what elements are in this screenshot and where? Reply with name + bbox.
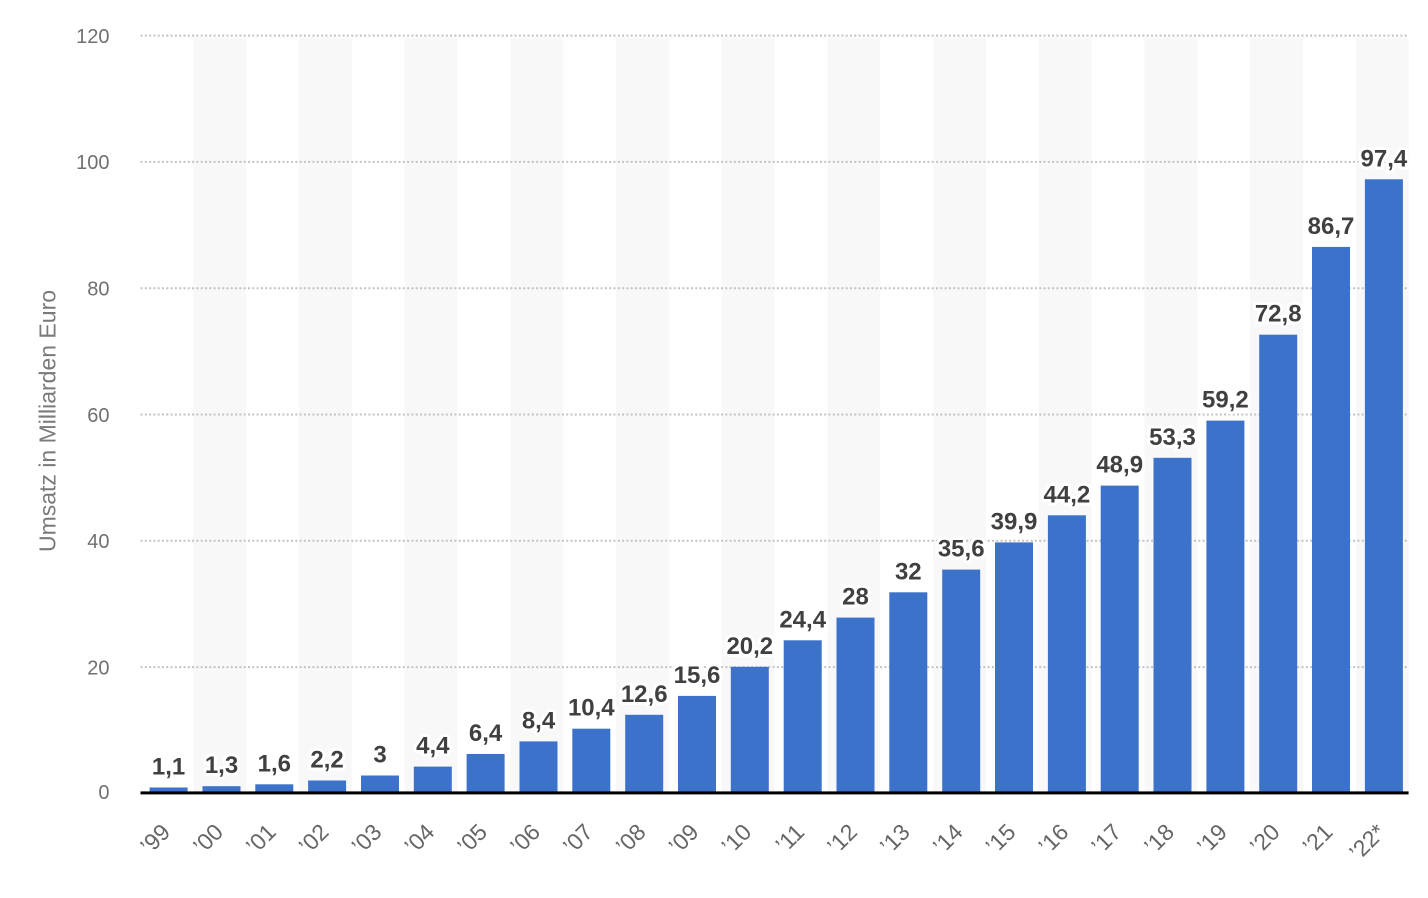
svg-text:20: 20: [87, 657, 109, 679]
svg-text:59,2: 59,2: [1202, 387, 1249, 414]
svg-text:72,8: 72,8: [1255, 301, 1302, 328]
svg-text:97,4: 97,4: [1361, 145, 1408, 172]
svg-text:20,2: 20,2: [726, 633, 773, 660]
svg-text:’20: ’20: [1245, 819, 1285, 859]
svg-text:’02: ’02: [294, 819, 334, 859]
svg-text:44,2: 44,2: [1044, 481, 1091, 508]
svg-text:60: 60: [87, 405, 109, 427]
svg-text:’06: ’06: [505, 819, 545, 859]
svg-text:’09: ’09: [663, 819, 703, 859]
svg-text:4,4: 4,4: [416, 733, 450, 760]
svg-text:’00: ’00: [188, 819, 228, 859]
svg-text:’04: ’04: [399, 819, 439, 859]
svg-text:120: 120: [76, 26, 109, 48]
svg-text:28: 28: [842, 584, 869, 611]
svg-text:Umsatz in Milliarden Euro: Umsatz in Milliarden Euro: [35, 290, 61, 552]
svg-text:’01: ’01: [241, 819, 281, 859]
svg-text:’03: ’03: [346, 819, 386, 859]
svg-text:’15: ’15: [980, 819, 1020, 859]
svg-text:1,6: 1,6: [258, 750, 291, 777]
svg-text:48,9: 48,9: [1096, 452, 1143, 479]
svg-text:3: 3: [373, 742, 386, 769]
svg-text:2,2: 2,2: [310, 747, 343, 774]
svg-text:15,6: 15,6: [674, 662, 721, 689]
svg-text:’16: ’16: [1033, 819, 1073, 859]
svg-text:0: 0: [98, 782, 109, 804]
svg-text:32: 32: [895, 558, 922, 585]
svg-text:’08: ’08: [611, 819, 651, 859]
svg-text:10,4: 10,4: [568, 695, 615, 722]
svg-text:’13: ’13: [875, 819, 915, 859]
svg-text:24,4: 24,4: [779, 606, 826, 633]
svg-text:35,6: 35,6: [938, 536, 985, 563]
svg-text:’12: ’12: [822, 819, 862, 859]
svg-text:’07: ’07: [558, 819, 598, 859]
svg-text:100: 100: [76, 152, 109, 174]
svg-text:’18: ’18: [1139, 819, 1179, 859]
svg-text:’21: ’21: [1297, 819, 1337, 859]
svg-text:’11: ’11: [770, 819, 809, 858]
svg-text:’14: ’14: [928, 819, 968, 859]
svg-text:40: 40: [87, 531, 109, 553]
svg-text:1,3: 1,3: [205, 752, 238, 779]
svg-text:’19: ’19: [1192, 819, 1232, 859]
svg-text:8,4: 8,4: [522, 707, 556, 734]
svg-text:’99: ’99: [135, 819, 175, 859]
svg-text:39,9: 39,9: [991, 508, 1038, 535]
svg-text:’17: ’17: [1086, 819, 1126, 859]
svg-text:86,7: 86,7: [1308, 213, 1355, 240]
svg-text:6,4: 6,4: [469, 720, 503, 747]
svg-text:80: 80: [87, 279, 109, 301]
svg-text:’22*: ’22*: [1344, 819, 1390, 865]
svg-text:’05: ’05: [452, 819, 492, 859]
svg-text:12,6: 12,6: [621, 681, 668, 708]
svg-text:’10: ’10: [716, 819, 756, 859]
svg-text:1,1: 1,1: [152, 754, 185, 781]
svg-text:53,3: 53,3: [1149, 424, 1196, 451]
